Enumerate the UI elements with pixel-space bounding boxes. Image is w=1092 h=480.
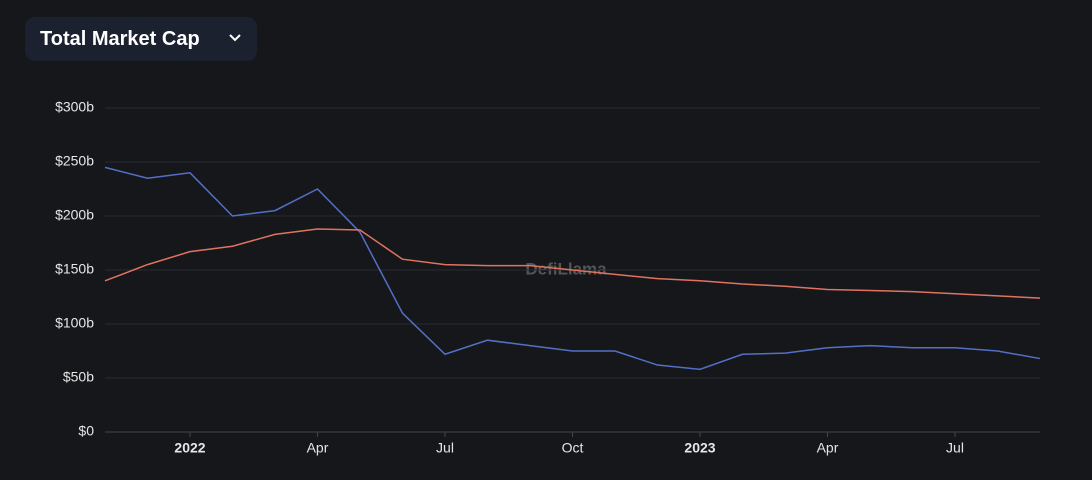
y-tick-label: $250b [55,153,94,169]
y-tick-label: $50b [63,369,94,385]
x-tick-label: Jul [436,440,454,456]
x-tick-label: Oct [562,440,584,456]
x-tick-label: 2022 [174,440,205,456]
y-tick-label: $200b [55,207,94,223]
y-tick-label: $150b [55,261,94,277]
chart-title: Total Market Cap [40,28,200,50]
x-tick-label: Jul [946,440,964,456]
chevron [229,34,241,42]
series-line [104,166,1041,371]
x-tick-label: Apr [307,440,329,456]
x-tick-label: 2023 [684,440,715,456]
y-tick-label: $0 [78,423,94,439]
chart-selector[interactable]: Total Market Cap [25,17,257,61]
x-tick-label: Apr [817,440,839,456]
y-tick-label: $100b [55,315,94,331]
y-tick-label: $300b [55,99,94,115]
series-line [104,228,1041,299]
